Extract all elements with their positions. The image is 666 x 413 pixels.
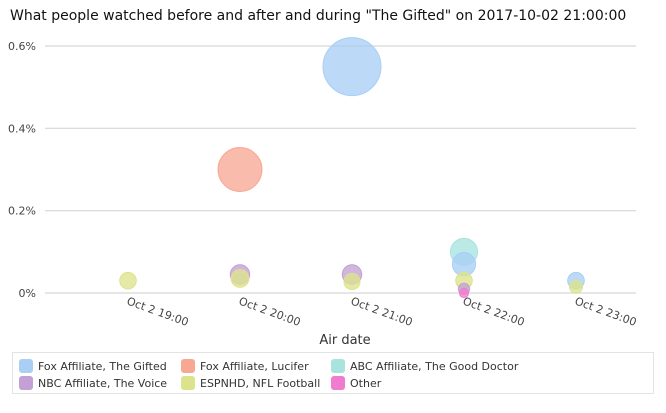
- y-tick-label: 0.6%: [8, 40, 36, 53]
- bubble-point[interactable]: [322, 37, 382, 97]
- x-tick-label: Oct 2 21:00: [349, 295, 414, 329]
- legend-swatch: [181, 359, 195, 373]
- bubble-point[interactable]: [217, 147, 263, 192]
- y-tick-label: 0.2%: [8, 205, 36, 218]
- y-tick-label: 0.4%: [8, 122, 36, 135]
- bubble-point[interactable]: [569, 279, 583, 294]
- legend-item[interactable]: Fox Affiliate, Lucifer: [181, 359, 309, 373]
- x-tick-label: Oct 2 19:00: [125, 295, 190, 329]
- legend-item[interactable]: ABC Affiliate, The Good Doctor: [331, 359, 518, 373]
- legend: Fox Affiliate, The Gifted Fox Affiliate, …: [12, 352, 654, 394]
- legend-item[interactable]: Fox Affiliate, The Gifted: [19, 359, 167, 373]
- x-tick-label: Oct 2 20:00: [237, 295, 302, 329]
- legend-swatch: [19, 376, 33, 390]
- chart-title: What people watched before and after and…: [10, 8, 627, 24]
- legend-label: ABC Affiliate, The Good Doctor: [350, 359, 519, 373]
- x-axis-ticks: Oct 2 19:00 Oct 2 20:00 Oct 2 21:00 Oct 2 2…: [125, 295, 638, 329]
- legend-swatch: [19, 359, 33, 373]
- legend-item[interactable]: Other: [331, 376, 381, 390]
- bubble-point[interactable]: [119, 271, 137, 290]
- bubble-point[interactable]: [343, 272, 361, 291]
- legend-item[interactable]: ESPNHD, NFL Football: [181, 376, 320, 390]
- legend-swatch: [331, 359, 345, 373]
- bubble-point[interactable]: [458, 287, 470, 299]
- legend-label: NBC Affiliate, The Voice: [38, 376, 168, 390]
- legend-label: Fox Affiliate, The Gifted: [38, 359, 167, 373]
- x-tick-label: Oct 2 22:00: [461, 295, 526, 329]
- bubbles: [119, 37, 585, 299]
- legend-label: Other: [350, 376, 382, 390]
- legend-swatch: [181, 376, 195, 390]
- x-axis-label: Air date: [319, 333, 370, 348]
- legend-label: Fox Affiliate, Lucifer: [200, 359, 309, 373]
- y-axis-ticks: 0% 0.2% 0.4% 0.6%: [8, 40, 36, 300]
- bubble-point[interactable]: [230, 269, 250, 288]
- y-tick-label: 0%: [19, 287, 36, 300]
- x-tick-label: Oct 2 23:00: [573, 295, 638, 329]
- legend-label: ESPNHD, NFL Football: [200, 376, 321, 390]
- legend-swatch: [331, 376, 345, 390]
- legend-item[interactable]: NBC Affiliate, The Voice: [19, 376, 167, 390]
- bubble-chart: 0%0.2%0.4%0.6% Oct 2 19:00 Oct 2 20:00 Oct…: [8, 37, 638, 348]
